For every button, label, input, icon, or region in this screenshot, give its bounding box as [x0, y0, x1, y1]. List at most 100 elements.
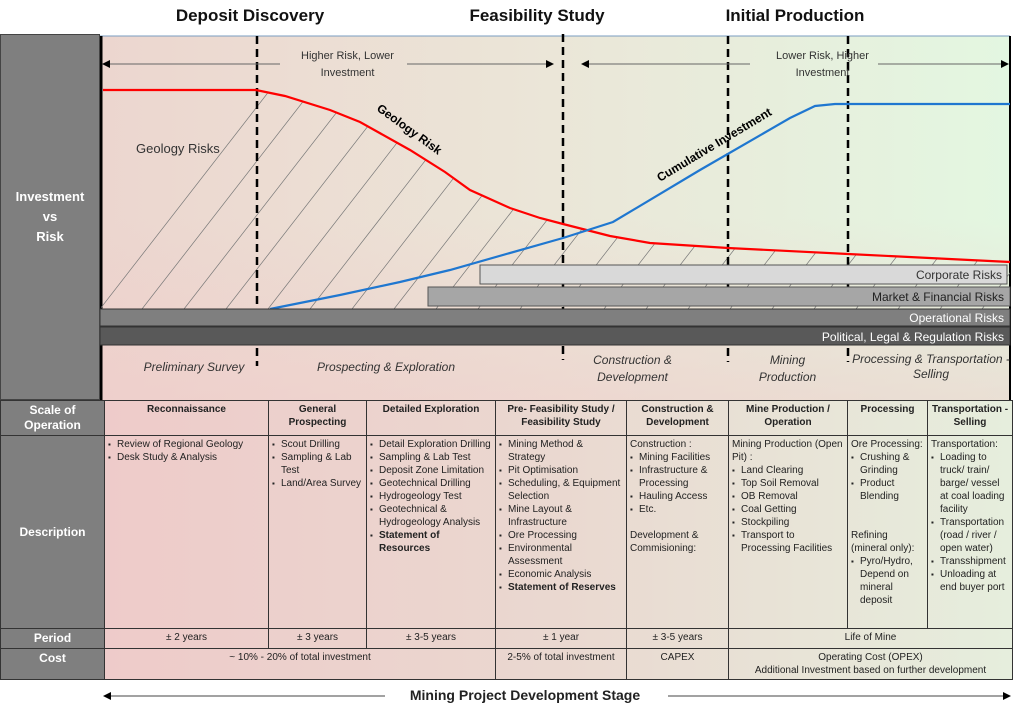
- description-item: Sampling & Lab Test: [272, 451, 363, 477]
- cost-cell: CAPEX: [626, 648, 729, 680]
- lower-risk-label: Lower Risk, Higher Investment: [776, 50, 869, 79]
- stage-initial-production: Initial Production: [725, 6, 865, 25]
- row-label-description: Description: [0, 435, 105, 629]
- operational-risks-bar: [100, 308, 1011, 327]
- description-item: Hauling Access: [630, 490, 725, 503]
- period-cell: Life of Mine: [728, 628, 1013, 649]
- description-cell: Construction :Mining FacilitiesInfrastru…: [626, 435, 729, 629]
- cost-cell: ~ 10% - 20% of total investment: [104, 648, 496, 680]
- hatch-line: [183, 90, 355, 309]
- description-list: Review of Regional GeologyDesk Study & A…: [108, 438, 265, 464]
- scale-cell: Construction & Development: [626, 400, 729, 436]
- description-item: Top Soil Removal: [732, 477, 844, 490]
- hatch-line: [141, 90, 313, 309]
- stage-deposit-discovery: Deposit Discovery: [175, 6, 325, 25]
- cumulative-investment-curve: [269, 102, 1010, 311]
- phase-construction-development: Construction & Development: [593, 353, 672, 384]
- description-cell: Scout DrillingSampling & Lab TestLand/Ar…: [268, 435, 367, 629]
- scale-cell: General Prospecting: [268, 400, 367, 436]
- geology-risks-area-label: Geology Risks: [136, 141, 220, 156]
- description-note: Ore Processing:: [851, 439, 923, 450]
- description-item: Transport to Processing Facilities: [732, 529, 844, 555]
- description-note: Refining (mineral only):: [851, 530, 915, 554]
- description-list: Mining Method & StrategyPit Optimisation…: [499, 438, 623, 594]
- corporate-risks-bar: [479, 264, 1008, 285]
- description-item: Scout Drilling: [272, 438, 363, 451]
- political-risks-bar: [100, 326, 1011, 346]
- footer: Mining Project Development Stage: [0, 684, 1012, 710]
- description-list: Construction :Mining FacilitiesInfrastru…: [630, 438, 725, 555]
- description-note: Construction :: [630, 439, 692, 450]
- description-item: Deposit Zone Limitation: [370, 464, 492, 477]
- description-item: Product Blending: [851, 477, 924, 503]
- political-risks-label: Political, Legal & Regulation Risks: [822, 330, 1004, 344]
- cost-row: Cost ~ 10% - 20% of total investment 2-5…: [0, 648, 1013, 680]
- description-item: Unloading at end buyer port: [931, 568, 1009, 594]
- phase-processing-transport: Processing & Transportation - Selling: [852, 352, 1010, 381]
- description-note: Transportation:: [931, 439, 998, 450]
- description-item: Detail Exploration Drilling: [370, 438, 492, 451]
- market-financial-risks-bar: [427, 286, 1011, 307]
- description-item: Statement of Resources: [370, 529, 492, 555]
- description-list: Detail Exploration DrillingSampling & La…: [370, 438, 492, 555]
- scale-cell: Mine Production / Operation: [728, 400, 848, 436]
- description-list: Mining Production (Open Pit) :Land Clear…: [732, 438, 844, 555]
- phase-prospecting-exploration: Prospecting & Exploration: [317, 360, 455, 374]
- phase-mining-production: Mining Production: [758, 353, 817, 384]
- investment-risk-diagram: Higher Risk, Lower Investment Lower Risk…: [100, 34, 1011, 400]
- description-note: Mining Production (Open Pit) :: [732, 439, 843, 463]
- description-list: Scout DrillingSampling & Lab TestLand/Ar…: [272, 438, 363, 490]
- operations-table: Scale of Operation Reconnaissance General…: [0, 400, 1013, 680]
- description-item: Geotechnical & Hydrogeology Analysis: [370, 503, 492, 529]
- scale-cell: Transportation - Selling: [927, 400, 1013, 436]
- description-note: [630, 516, 725, 529]
- corporate-risks-label: Corporate Risks: [916, 268, 1002, 282]
- scale-cell: Processing: [847, 400, 928, 436]
- higher-risk-label: Higher Risk, Lower Investment: [301, 50, 394, 79]
- market-financial-risks-label: Market & Financial Risks: [872, 290, 1004, 304]
- description-item: Geotechnical Drilling: [370, 477, 492, 490]
- scale-row: Scale of Operation Reconnaissance General…: [0, 400, 1013, 436]
- phase-preliminary-survey: Preliminary Survey: [144, 360, 246, 374]
- scale-cell: Reconnaissance: [104, 400, 269, 436]
- opex-text: Operating Cost (OPEX): [818, 652, 923, 663]
- description-item: Transportation (road / river / open wate…: [931, 516, 1009, 555]
- description-note: [851, 503, 924, 516]
- period-cell: ± 3 years: [268, 628, 367, 649]
- description-cell: Transportation:Loading to truck/ train/ …: [927, 435, 1013, 629]
- description-item: Loading to truck/ train/ barge/ vessel a…: [931, 451, 1009, 516]
- stage-feasibility-study: Feasibility Study: [469, 6, 605, 25]
- scale-cell: Detailed Exploration: [366, 400, 496, 436]
- description-note: [851, 516, 924, 529]
- description-item: Stockpiling: [732, 516, 844, 529]
- description-item: Scheduling, & Equipment Selection: [499, 477, 623, 503]
- description-item: Crushing & Grinding: [851, 451, 924, 477]
- row-label-scale: Scale of Operation: [0, 400, 105, 436]
- description-item: Ore Processing: [499, 529, 623, 542]
- description-item: Coal Getting: [732, 503, 844, 516]
- description-item: OB Removal: [732, 490, 844, 503]
- description-item: Pyro/Hydro, Depend on mineral deposit: [851, 555, 924, 607]
- operational-risks-label: Operational Risks: [909, 311, 1004, 325]
- description-item: Mining Method & Strategy: [499, 438, 623, 464]
- row-label-cost: Cost: [0, 648, 105, 680]
- description-item: Sampling & Lab Test: [370, 451, 492, 464]
- description-cell: Mining Production (Open Pit) :Land Clear…: [728, 435, 848, 629]
- description-item: Hydrogeology Test: [370, 490, 492, 503]
- description-item: Transshipment: [931, 555, 1009, 568]
- additional-investment-text: Additional Investment based on further d…: [754, 665, 987, 676]
- description-item: Desk Study & Analysis: [108, 451, 265, 464]
- description-item: Pit Optimisation: [499, 464, 623, 477]
- period-cell: ± 2 years: [104, 628, 269, 649]
- description-item: Etc.: [630, 503, 725, 516]
- period-cell: ± 3-5 years: [626, 628, 729, 649]
- description-item: Mine Layout & Infrastructure: [499, 503, 623, 529]
- description-note: Development & Commisioning:: [630, 530, 699, 554]
- description-item: Land Clearing: [732, 464, 844, 477]
- cost-cell: 2-5% of total investment: [495, 648, 627, 680]
- description-item: Mining Facilities: [630, 451, 725, 464]
- description-item: Infrastructure & Processing: [630, 464, 725, 490]
- footer-arrow: [103, 692, 1011, 700]
- description-list: Ore Processing:Crushing & GrindingProduc…: [851, 438, 924, 607]
- description-cell: Ore Processing:Crushing & GrindingProduc…: [847, 435, 928, 629]
